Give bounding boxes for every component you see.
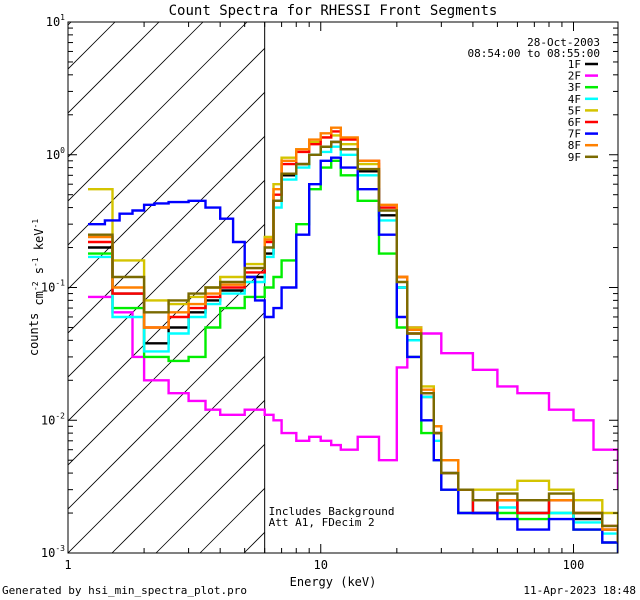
hatch-line <box>68 179 265 378</box>
x-tick-label: 1 <box>64 558 71 572</box>
hatched-region <box>68 22 640 553</box>
hatch-line <box>68 47 265 246</box>
y-tick-label: 101 <box>46 13 65 29</box>
x-tick-label: 100 <box>563 558 585 572</box>
legend-label: 5F <box>568 104 581 117</box>
legend-label: 3F <box>568 81 581 94</box>
x-tick-label: 10 <box>314 558 328 572</box>
hatch-line <box>68 22 116 70</box>
legend-label: 9F <box>568 151 581 164</box>
legend-label: 4F <box>568 93 581 106</box>
y-tick-label: 10-1 <box>41 279 65 295</box>
y-axis-label: counts cm-2 s-1 keV-1 <box>27 219 46 357</box>
hatch-line <box>68 311 265 510</box>
series-line-2F <box>88 295 618 490</box>
legend-label: 6F <box>568 116 581 129</box>
annotation-text: Includes Background <box>269 505 395 518</box>
hatch-line <box>68 223 265 422</box>
hatch-line <box>111 399 265 553</box>
plot-frame <box>67 21 619 554</box>
series-line-9F <box>88 140 618 543</box>
hatch-line <box>288 22 640 553</box>
hatch-line <box>68 135 265 334</box>
series-line-4F <box>88 145 618 548</box>
hatch-line <box>332 22 640 553</box>
hatch-line <box>68 355 265 553</box>
series-line-7F <box>88 156 618 553</box>
hatch-line <box>552 22 640 553</box>
legend-label: 8F <box>568 139 581 152</box>
hatch-line <box>155 443 265 553</box>
y-tick-label: 100 <box>46 146 65 162</box>
hatch-line <box>68 22 248 202</box>
hatch-line <box>376 22 640 553</box>
legend-label: 7F <box>568 128 581 141</box>
timestamp-label: 11-Apr-2023 18:48 <box>523 584 636 597</box>
x-axis-label: Energy (keV) <box>290 575 377 589</box>
legend-label: 2F <box>568 70 581 83</box>
series-line-3F <box>88 159 618 553</box>
legend-label: 1F <box>568 58 581 71</box>
y-tick-label: 10-2 <box>41 411 65 427</box>
generated-by-label: Generated by hsi_min_spectra_plot.pro <box>2 584 248 597</box>
hatch-line <box>68 22 204 158</box>
y-tick-label: 10-3 <box>41 544 65 560</box>
chart-title: Count Spectra for RHESSI Front Segments <box>169 3 498 19</box>
time-info-line: 28-Oct-2003 <box>527 36 600 49</box>
annotation-text: Att A1, FDecim 2 <box>269 516 375 529</box>
hatch-line <box>68 22 160 114</box>
series-group <box>88 126 618 553</box>
time-info-line: 08:54:00 to 08:55:00 <box>468 47 600 60</box>
